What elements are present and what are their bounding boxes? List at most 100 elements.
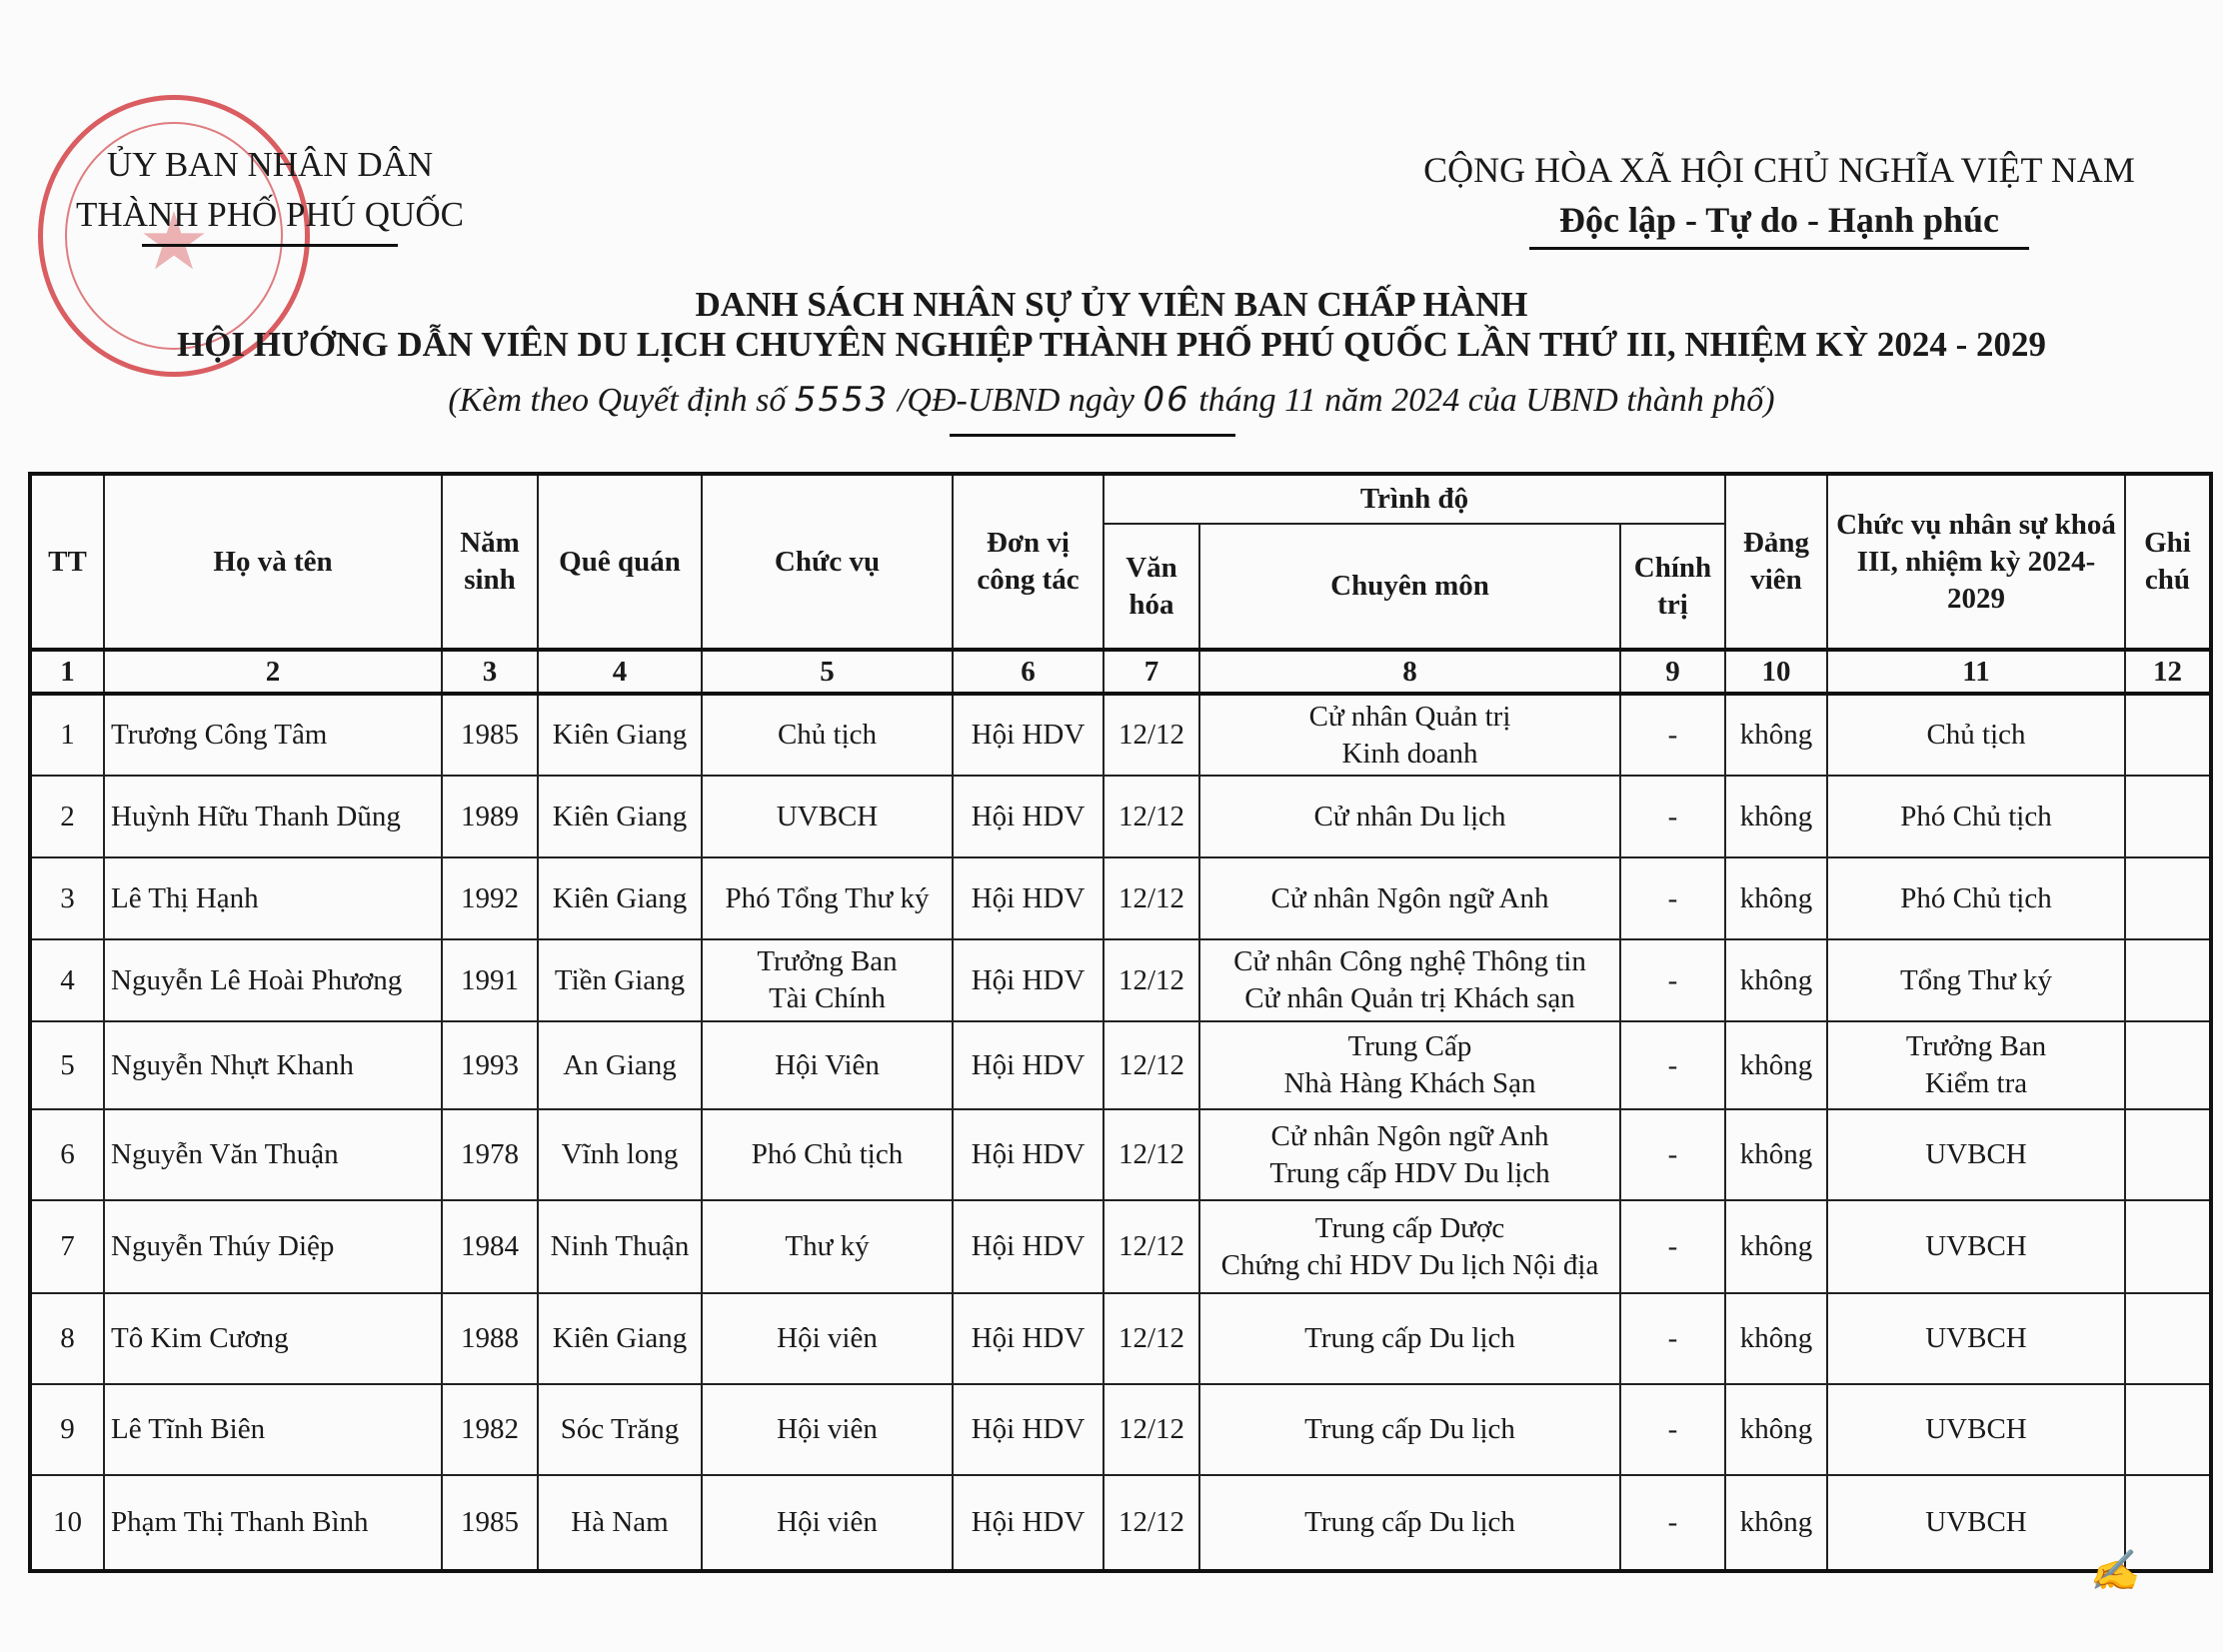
country-name: CỘNG HÒA XÃ HỘI CHỦ NGHĨA VIỆT NAM <box>1423 150 2135 190</box>
column-number: 1 <box>29 648 105 696</box>
issuing-authority: ỦY BAN NHÂN DÂN THÀNH PHỐ PHÚ QUỐC <box>40 140 500 247</box>
cell-unit: Hội HDV <box>952 1020 1105 1110</box>
cell-note <box>2124 775 2212 858</box>
cell-tt: 5 <box>29 1020 105 1110</box>
cell-hometown: An Giang <box>537 1020 703 1110</box>
header-unit: Đơn vị công tác <box>952 473 1105 651</box>
cell-unit: Hội HDV <box>952 1383 1105 1476</box>
decision-day: 06 <box>1142 380 1190 420</box>
cell-politics: - <box>1619 1383 1726 1476</box>
cell-position: Phó Tổng Thư ký <box>701 856 954 940</box>
cell-culture: 12/12 <box>1103 775 1200 858</box>
cell-position: Thư ký <box>701 1199 954 1294</box>
cell-year: 1993 <box>441 1020 539 1110</box>
header-note: Ghi chú <box>2124 473 2212 651</box>
cell-party: không <box>1724 856 1828 940</box>
document-subtitle: (Kèm theo Quyết định số 5553 /QĐ-UBND ng… <box>0 380 2223 420</box>
cell-party: không <box>1724 1292 1828 1385</box>
cell-hometown: Vĩnh long <box>537 1108 703 1201</box>
cell-new-position: Tổng Thư ký <box>1826 938 2126 1022</box>
cell-position: UVBCH <box>701 775 954 858</box>
cell-note <box>2124 1474 2212 1572</box>
cell-hometown: Kiên Giang <box>537 856 703 940</box>
table-row: 9 Lê Tĩnh Biên 1982 Sóc Trăng Hội viên Hội HD… <box>29 1383 2212 1476</box>
column-number: 6 <box>952 648 1105 696</box>
authority-line-1: ỦY BAN NHÂN DÂN <box>106 145 434 184</box>
column-number-row: 1 2 3 4 5 6 7 8 9 10 11 12 <box>29 648 2212 696</box>
cell-new-position: Chủ tịch <box>1826 693 2126 777</box>
column-number: 11 <box>1826 648 2126 696</box>
cell-specialty: Cử nhân Công nghệ Thông tin Cử nhân Quản… <box>1198 938 1621 1022</box>
cell-party: không <box>1724 1383 1828 1476</box>
cell-position: Chủ tịch <box>701 693 954 777</box>
cell-name: Trương Công Tâm <box>103 693 443 777</box>
cell-name: Huỳnh Hữu Thanh Dũng <box>103 775 443 858</box>
cell-year: 1988 <box>441 1292 539 1385</box>
cell-tt: 9 <box>29 1383 105 1476</box>
table-row: 4 Nguyễn Lê Hoài Phương 1991 Tiền Giang Trưở… <box>29 938 2212 1022</box>
cell-hometown: Ninh Thuận <box>537 1199 703 1294</box>
subtitle-mid: /QĐ-UBND ngày <box>889 382 1143 419</box>
cell-position: Hội viên <box>701 1383 954 1476</box>
header-specialty: Chuyên môn <box>1198 523 1621 651</box>
cell-note <box>2124 856 2212 940</box>
document-title-line-2: HỘI HƯỚNG DẪN VIÊN DU LỊCH CHUYÊN NGHIỆP… <box>176 325 2047 364</box>
cell-party: không <box>1724 1108 1828 1201</box>
cell-new-position: Phó Chủ tịch <box>1826 856 2126 940</box>
subtitle-prefix: (Kèm theo Quyết định số <box>448 382 795 419</box>
cell-specialty: Trung cấp Dược Chứng chỉ HDV Du lịch Nội… <box>1198 1199 1621 1294</box>
cell-specialty: Cử nhân Ngôn ngữ Anh <box>1198 856 1621 940</box>
table-row: 10 Phạm Thị Thanh Bình 1985 Hà Nam Hội viên H… <box>29 1474 2212 1572</box>
subtitle-suffix: tháng 11 năm 2024 của UBND thành phố) <box>1189 382 1775 419</box>
cell-hometown: Sóc Trăng <box>537 1383 703 1476</box>
cell-note <box>2124 1199 2212 1294</box>
header-tt: TT <box>29 473 105 651</box>
header-hometown: Quê quán <box>537 473 703 651</box>
cell-unit: Hội HDV <box>952 938 1105 1022</box>
table-row: 7 Nguyễn Thúy Diệp 1984 Ninh Thuận Thư ký Hội… <box>29 1199 2212 1294</box>
cell-note <box>2124 938 2212 1022</box>
column-number: 2 <box>103 648 443 696</box>
cell-hometown: Kiên Giang <box>537 775 703 858</box>
cell-hometown: Kiên Giang <box>537 693 703 777</box>
cell-new-position: Phó Chủ tịch <box>1826 775 2126 858</box>
cell-unit: Hội HDV <box>952 1474 1105 1572</box>
column-number: 12 <box>2124 648 2212 696</box>
cell-year: 1992 <box>441 856 539 940</box>
cell-politics: - <box>1619 1474 1726 1572</box>
cell-tt: 10 <box>29 1474 105 1572</box>
cell-note <box>2124 1383 2212 1476</box>
cell-name: Phạm Thị Thanh Bình <box>103 1474 443 1572</box>
table-row: 8 Tô Kim Cương 1988 Kiên Giang Hội viên Hội H… <box>29 1292 2212 1385</box>
cell-hometown: Kiên Giang <box>537 1292 703 1385</box>
cell-new-position: UVBCH <box>1826 1199 2126 1294</box>
column-number: 5 <box>701 648 954 696</box>
cell-position: Trưởng Ban Tài Chính <box>701 938 954 1022</box>
cell-position: Phó Chủ tịch <box>701 1108 954 1201</box>
cell-note <box>2124 1108 2212 1201</box>
cell-year: 1984 <box>441 1199 539 1294</box>
cell-note <box>2124 1020 2212 1110</box>
column-number: 9 <box>1619 648 1726 696</box>
header-culture: Văn hóa <box>1103 523 1200 651</box>
cell-unit: Hội HDV <box>952 1108 1105 1201</box>
cell-culture: 12/12 <box>1103 1474 1200 1572</box>
cell-party: không <box>1724 1199 1828 1294</box>
header-new-position: Chức vụ nhân sự khoá III, nhiệm kỳ 2024-… <box>1826 473 2126 651</box>
column-number: 4 <box>537 648 703 696</box>
header-party: Đảng viên <box>1724 473 1828 651</box>
cell-unit: Hội HDV <box>952 693 1105 777</box>
cell-name: Nguyễn Thúy Diệp <box>103 1199 443 1294</box>
table-row: 3 Lê Thị Hạnh 1992 Kiên Giang Phó Tổng Thư k… <box>29 856 2212 940</box>
cell-name: Lê Thị Hạnh <box>103 856 443 940</box>
cell-tt: 8 <box>29 1292 105 1385</box>
cell-culture: 12/12 <box>1103 938 1200 1022</box>
cell-party: không <box>1724 693 1828 777</box>
column-number: 8 <box>1198 648 1621 696</box>
cell-politics: - <box>1619 938 1726 1022</box>
cell-unit: Hội HDV <box>952 1199 1105 1294</box>
header-year: Năm sinh <box>441 473 539 651</box>
cell-note <box>2124 693 2212 777</box>
cell-tt: 3 <box>29 856 105 940</box>
cell-politics: - <box>1619 1292 1726 1385</box>
